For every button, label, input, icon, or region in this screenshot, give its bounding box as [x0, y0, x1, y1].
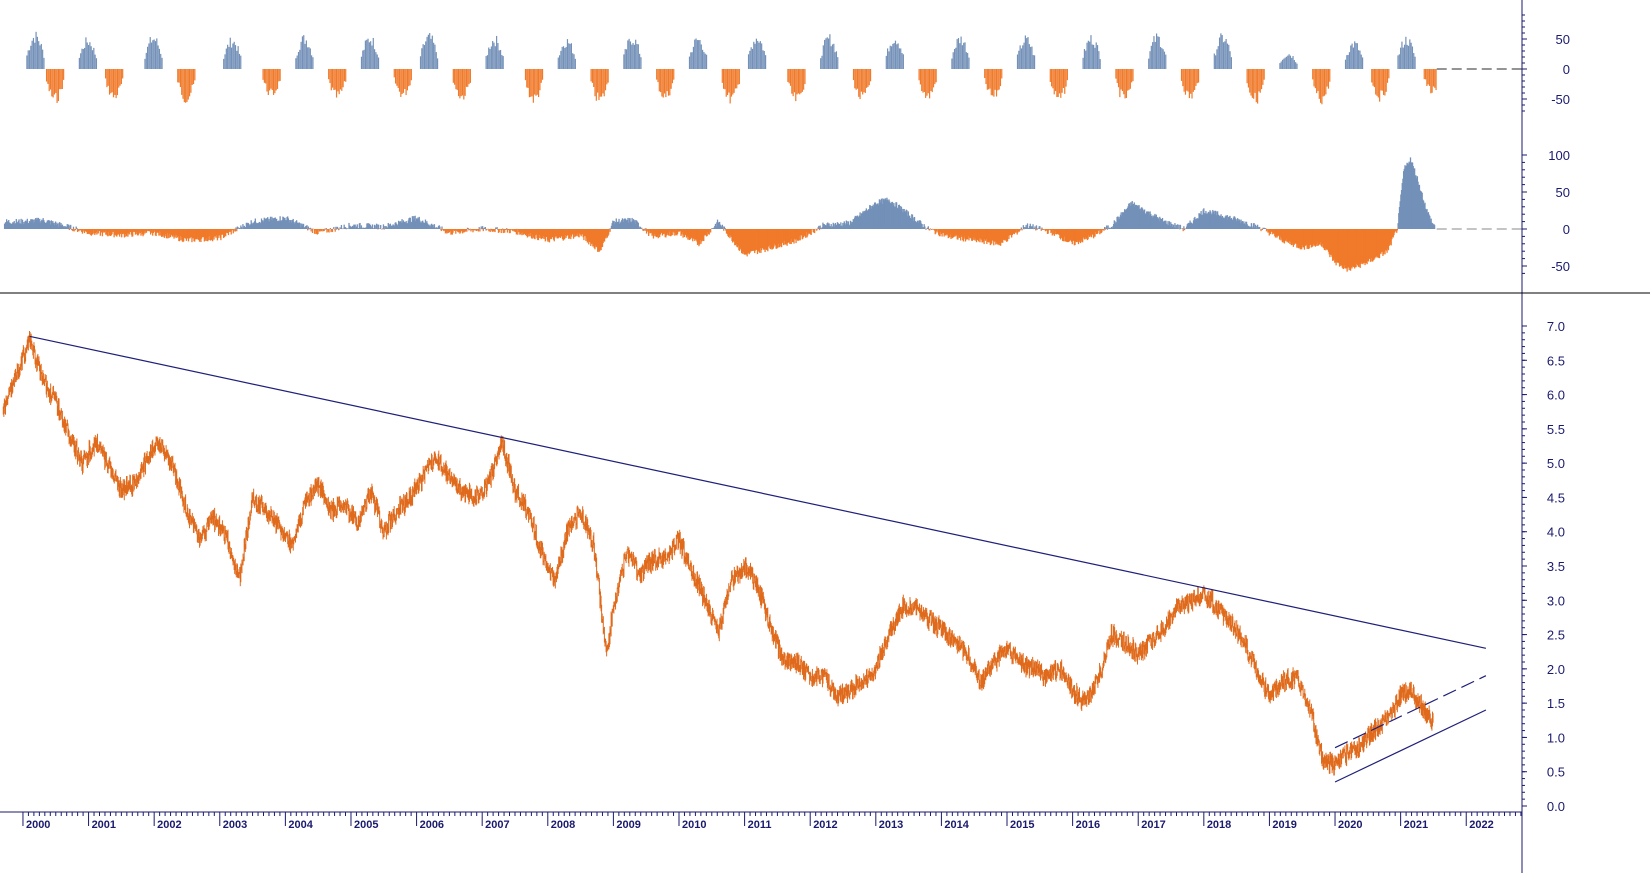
price-panel: [2, 330, 1487, 783]
swing-histogram-panel: [26, 31, 1522, 105]
momentum-oscillator-panel: [3, 157, 1522, 272]
